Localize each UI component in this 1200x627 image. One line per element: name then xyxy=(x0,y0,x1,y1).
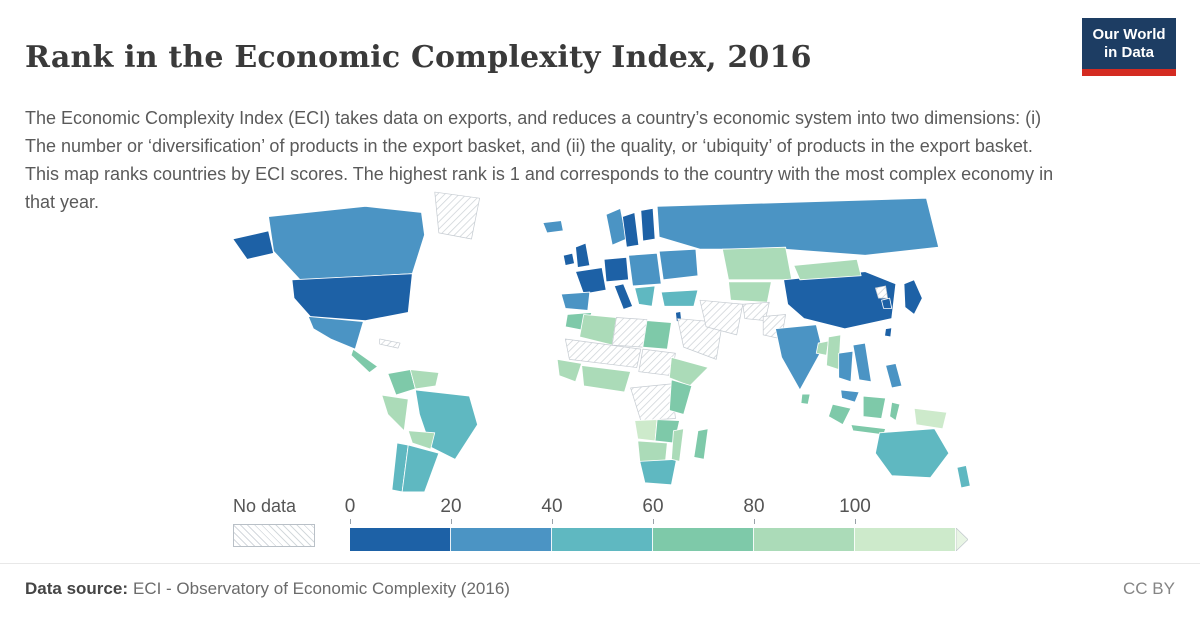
legend-no-data-group: No data xyxy=(233,496,315,547)
legend-segment-80–100[interactable] xyxy=(754,528,855,551)
country-sweden[interactable] xyxy=(622,212,640,248)
world-map-container xyxy=(0,188,1200,494)
island-sulawesi[interactable] xyxy=(889,401,901,421)
country-madagascar[interactable] xyxy=(693,428,709,460)
world-choropleth-map[interactable] xyxy=(210,188,990,494)
region-gulf-of-guinea[interactable] xyxy=(581,365,632,393)
region-vietnam-laos[interactable] xyxy=(852,342,872,383)
country-new-zealand[interactable] xyxy=(956,465,971,489)
legend-segment-100+[interactable] xyxy=(855,528,956,551)
country-france[interactable] xyxy=(575,267,607,295)
region-caribbean[interactable] xyxy=(379,338,401,349)
legend-tick-mark xyxy=(350,519,351,524)
legend-tick-100: 100 xyxy=(839,496,871,517)
country-usa-alaska[interactable] xyxy=(232,230,275,260)
island-borneo[interactable] xyxy=(862,395,887,419)
region-central-america[interactable] xyxy=(350,348,379,374)
legend-color-bar[interactable] xyxy=(350,528,968,551)
legend-segment-60–80[interactable] xyxy=(653,528,754,551)
owid-logo-text: Our World in Data xyxy=(1092,26,1166,61)
country-dr-congo[interactable] xyxy=(630,383,676,421)
country-libya[interactable] xyxy=(611,317,648,348)
country-algeria[interactable] xyxy=(579,314,617,346)
country-kazakhstan[interactable] xyxy=(721,246,793,281)
legend-tick-mark xyxy=(653,519,654,524)
region-ukraine-belarus[interactable] xyxy=(658,248,699,281)
legend-tick-40: 40 xyxy=(541,496,563,517)
country-mozambique[interactable] xyxy=(670,428,685,462)
legend-no-data-swatch[interactable] xyxy=(233,524,315,547)
country-australia[interactable] xyxy=(874,428,950,479)
region-west-africa[interactable] xyxy=(556,358,583,383)
country-united-kingdom[interactable] xyxy=(575,242,591,268)
country-mexico[interactable] xyxy=(307,316,364,350)
country-russia[interactable] xyxy=(656,197,940,256)
legend-tick-mark xyxy=(552,519,553,524)
region-east-africa[interactable] xyxy=(668,379,693,415)
country-italy[interactable] xyxy=(613,283,634,310)
country-north-korea[interactable] xyxy=(875,285,888,299)
license-badge[interactable]: CC BY xyxy=(1123,579,1175,598)
country-iceland[interactable] xyxy=(542,220,564,234)
country-taiwan[interactable] xyxy=(884,327,893,338)
region-iran-iraq[interactable] xyxy=(699,299,744,336)
data-source-text[interactable]: ECI - Observatory of Economic Complexity… xyxy=(132,579,510,598)
country-south-africa[interactable] xyxy=(639,458,677,486)
legend-segment-20–40[interactable] xyxy=(451,528,552,551)
country-angola[interactable] xyxy=(634,419,658,442)
legend-tick-mark xyxy=(754,519,755,524)
legend-tick-0: 0 xyxy=(344,496,356,517)
legend-tick-mark xyxy=(451,519,452,524)
region-central-europe[interactable] xyxy=(603,256,629,283)
country-canada[interactable] xyxy=(268,205,425,281)
country-china[interactable] xyxy=(783,271,897,330)
country-thailand[interactable] xyxy=(838,350,854,383)
country-greenland[interactable] xyxy=(434,191,480,240)
country-south-korea[interactable] xyxy=(881,297,893,309)
legend-tick-labels: 0 20 40 60 80 100 xyxy=(345,496,956,524)
region-sahel[interactable] xyxy=(564,338,642,368)
country-egypt[interactable] xyxy=(642,320,672,350)
country-bolivia[interactable] xyxy=(407,430,436,450)
legend-tick-20: 20 xyxy=(440,496,462,517)
country-venezuela[interactable] xyxy=(409,369,440,390)
legend-tick-mark xyxy=(855,519,856,524)
legend-segment-40–60[interactable] xyxy=(552,528,653,551)
country-turkey[interactable] xyxy=(660,289,699,307)
chart-description: The Economic Complexity Index (ECI) take… xyxy=(25,108,1054,212)
island-sumatra[interactable] xyxy=(828,403,852,426)
chart-footer: Data source: ECI - Observatory of Economi… xyxy=(0,563,1200,627)
legend-tick-80: 80 xyxy=(743,496,765,517)
country-argentina[interactable] xyxy=(401,444,440,493)
region-balkans-greece[interactable] xyxy=(634,285,656,307)
legend-tick-60: 60 xyxy=(642,496,664,517)
region-central-asia[interactable] xyxy=(728,281,772,303)
page-title: Rank in the Economic Complexity Index, 2… xyxy=(25,40,812,76)
country-usa[interactable] xyxy=(291,273,413,322)
country-ireland[interactable] xyxy=(562,252,575,266)
country-bangladesh[interactable] xyxy=(815,340,829,356)
region-eastern-europe[interactable] xyxy=(628,252,662,287)
data-source: Data source: ECI - Observatory of Economi… xyxy=(25,579,510,599)
owid-logo[interactable]: Our World in Data xyxy=(1082,18,1176,76)
region-peru-ecuador[interactable] xyxy=(381,394,409,432)
country-brazil[interactable] xyxy=(414,389,479,460)
country-sri-lanka[interactable] xyxy=(800,393,811,405)
legend-segment-0–20[interactable] xyxy=(350,528,451,551)
owid-logo-stripe xyxy=(1082,69,1176,76)
legend-arrow-tip xyxy=(956,528,968,551)
country-philippines[interactable] xyxy=(885,363,903,389)
country-mongolia[interactable] xyxy=(793,258,862,281)
country-malaysia[interactable] xyxy=(840,389,860,403)
country-india[interactable] xyxy=(775,324,823,391)
island-new-guinea[interactable] xyxy=(913,407,948,430)
region-spain-portugal[interactable] xyxy=(560,291,591,311)
legend-no-data-label: No data xyxy=(233,496,297,516)
country-finland[interactable] xyxy=(640,207,656,242)
country-japan[interactable] xyxy=(903,279,923,315)
data-source-label: Data source: xyxy=(25,579,128,598)
